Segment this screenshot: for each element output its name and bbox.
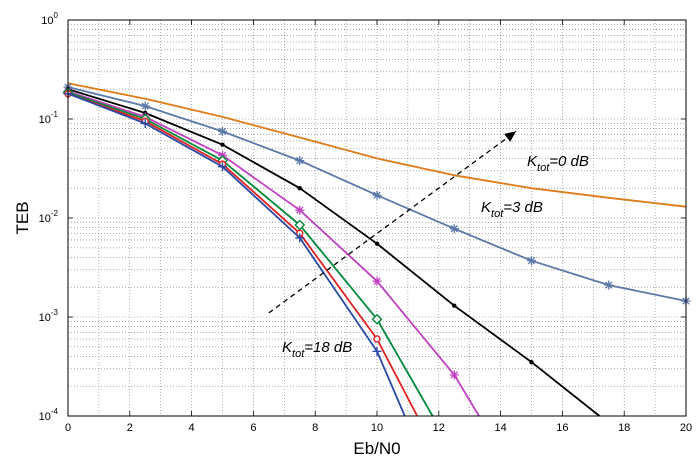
x-tick-label: 10 xyxy=(371,422,383,434)
y-axis-label: TEB xyxy=(13,201,32,234)
star-marker xyxy=(604,280,614,290)
star-marker xyxy=(295,156,305,166)
y-tick-labels: 10-4 10-3 10-2 10-1 100 xyxy=(39,11,59,423)
series-line xyxy=(67,91,434,417)
dot-marker xyxy=(297,185,302,191)
y-tick-label: 10-2 xyxy=(39,209,59,225)
arrow-line xyxy=(268,130,517,314)
diamond-marker xyxy=(371,313,383,325)
dot-marker xyxy=(374,241,380,246)
series-1 xyxy=(67,82,687,208)
star-marker xyxy=(295,205,305,215)
series-3 xyxy=(65,86,601,417)
arrow-head xyxy=(504,131,517,142)
x-tick-label: 8 xyxy=(312,422,318,434)
y-tick-label: 10-4 xyxy=(39,407,59,423)
x-tick-label: 20 xyxy=(680,422,692,434)
x-tick-label: 14 xyxy=(494,422,506,434)
star-marker xyxy=(449,224,459,234)
x-tick-label: 6 xyxy=(250,422,256,434)
y-tick-label: 100 xyxy=(41,11,58,27)
star-marker xyxy=(372,276,382,286)
x-tick-label: 4 xyxy=(189,422,195,434)
star-marker xyxy=(449,370,459,380)
y-tick-label: 10-3 xyxy=(39,308,59,324)
annotation-label: Ktot=18 dB xyxy=(282,339,352,360)
x-tick-label: 2 xyxy=(127,422,133,434)
dot-marker xyxy=(529,359,534,365)
y-tick-label: 10-1 xyxy=(39,110,59,126)
annotations: Ktot=0 dB Ktot=3 dB Ktot=18 dB xyxy=(282,153,589,360)
annotation-label: Ktot=0 dB xyxy=(527,153,589,174)
series-line xyxy=(67,92,418,417)
diamond-marker xyxy=(294,219,306,231)
plus-marker xyxy=(218,162,227,172)
series-line xyxy=(67,92,406,417)
x-tick-label: 0 xyxy=(65,422,71,434)
star-marker xyxy=(218,126,227,136)
annotation-label: Ktot=3 dB xyxy=(481,199,543,220)
trend-arrow xyxy=(268,130,517,314)
star-marker xyxy=(140,101,150,111)
series-2 xyxy=(63,82,691,306)
series-7 xyxy=(63,89,406,417)
series-line xyxy=(67,82,687,208)
star-marker xyxy=(372,190,382,200)
series-5 xyxy=(62,87,434,417)
plot-frame xyxy=(67,19,687,417)
x-tick-label: 16 xyxy=(556,422,568,434)
series-6 xyxy=(64,90,418,417)
circle-marker xyxy=(373,335,381,343)
x-tick-label: 12 xyxy=(433,422,445,434)
plus-marker xyxy=(295,233,305,243)
grid xyxy=(67,19,687,417)
series-line xyxy=(67,88,601,417)
series-layer xyxy=(62,82,691,417)
x-axis-label: Eb/N0 xyxy=(353,439,400,458)
dot-marker xyxy=(452,303,457,308)
star-marker xyxy=(527,256,536,266)
plus-marker xyxy=(372,346,382,356)
x-tick-labels: 0 2 4 6 8 10 12 14 16 18 20 xyxy=(65,422,692,434)
series-4 xyxy=(63,86,480,417)
x-tick-label: 18 xyxy=(618,422,630,434)
plus-marker xyxy=(140,119,150,129)
dot-marker xyxy=(220,142,225,147)
